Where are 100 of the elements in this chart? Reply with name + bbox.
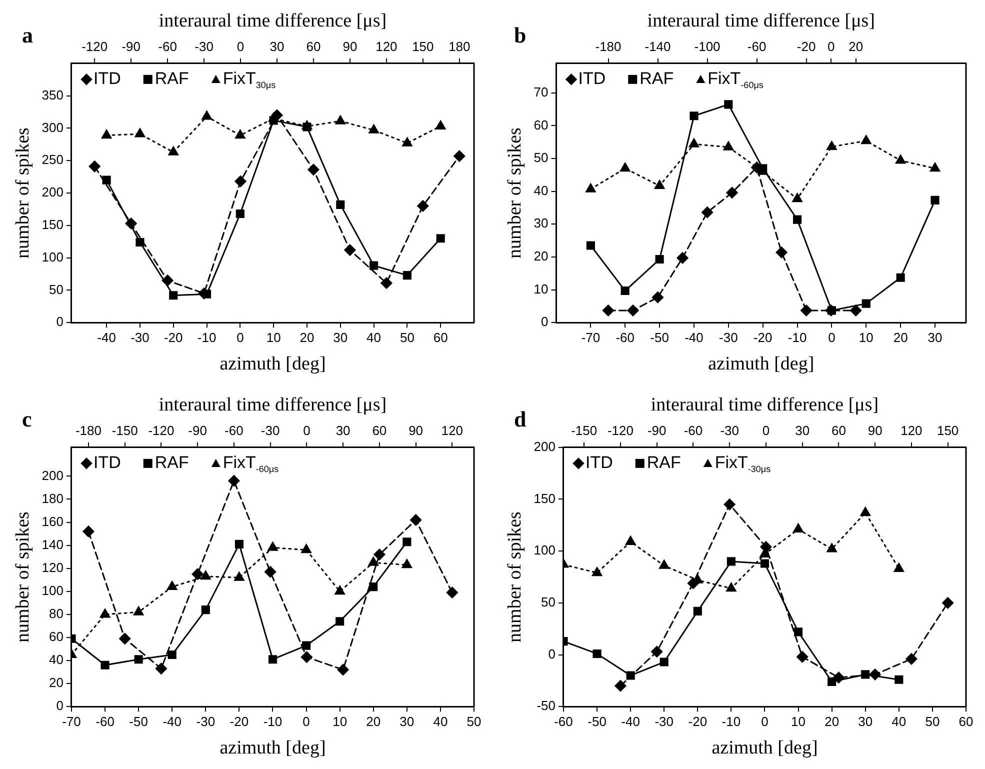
y-tick-label: 100 — [534, 542, 556, 558]
y-tick-label: 150 — [42, 216, 64, 232]
x2-tick-label: 0 — [762, 423, 770, 438]
point — [402, 538, 412, 546]
chart-title: c — [22, 406, 32, 432]
x-tick-label: 10 — [332, 714, 348, 729]
point — [368, 556, 378, 566]
x-tick-label: 20 — [366, 714, 381, 729]
y-tick-label: 250 — [42, 152, 64, 168]
x2-tick-label: 120 — [441, 423, 464, 438]
x-tick-label: 50 — [400, 330, 414, 345]
x-tick-label: -60 — [96, 714, 114, 729]
point — [862, 299, 870, 308]
point — [826, 543, 837, 552]
x2-tick-label: 30 — [270, 39, 284, 54]
x-tick-label: 0 — [236, 330, 244, 345]
point — [861, 135, 872, 144]
x2-tick-label: -60 — [747, 39, 766, 54]
point — [134, 128, 146, 138]
x-tick-label: -40 — [162, 714, 182, 729]
x-tick-label: 60 — [433, 330, 448, 345]
y-tick-label: 350 — [42, 87, 64, 102]
x-tick-label: 40 — [892, 714, 906, 729]
y-tick-label: 60 — [49, 629, 64, 644]
point — [793, 215, 802, 224]
x2-tick-label: -180 — [595, 39, 622, 54]
point — [335, 115, 346, 124]
y-tick-label: 200 — [534, 438, 556, 454]
point — [592, 649, 602, 658]
y-tick-label: 0 — [548, 646, 556, 662]
x2-tick-label: -120 — [148, 423, 174, 438]
x-tick-label: 50 — [925, 714, 940, 729]
x2-tick-label: 0 — [827, 39, 835, 54]
point — [402, 271, 412, 280]
legend-label: RAF — [154, 69, 189, 88]
point — [586, 183, 596, 192]
y-tick-label: 50 — [49, 282, 64, 297]
x-tick-label: -20 — [753, 330, 772, 345]
x-tick-label: 10 — [791, 714, 806, 729]
x2-tick-label: 180 — [448, 39, 470, 54]
y-tick-label: 100 — [42, 249, 64, 264]
y-tick-label: 120 — [42, 560, 64, 575]
y-tick-label: 40 — [49, 652, 64, 668]
point — [792, 193, 802, 202]
legend-label: RAF — [154, 453, 189, 472]
chart-title: a — [22, 22, 33, 48]
x2-tick-label: 60 — [372, 423, 387, 438]
y-tick-label: -50 — [536, 698, 556, 714]
point — [826, 140, 837, 150]
y-tick-label: 0 — [541, 314, 548, 330]
y-tick-label: 80 — [49, 606, 64, 622]
chart-title: d — [514, 406, 526, 432]
x-tick-label: 30 — [400, 714, 414, 729]
x2-tick-label: 60 — [306, 39, 321, 54]
point — [930, 162, 940, 172]
x-tick-label: -40 — [621, 714, 640, 729]
x-tick-label: -30 — [719, 330, 738, 345]
x-tick-label: 30 — [928, 330, 942, 345]
y-tick-label: 60 — [534, 117, 548, 132]
y-tick-label: 200 — [42, 468, 64, 483]
x2-axis-title: interaural time difference [μs] — [650, 394, 879, 416]
point — [268, 542, 278, 551]
x2-tick-label: 150 — [412, 39, 434, 54]
point — [268, 655, 278, 664]
point — [235, 130, 246, 139]
point — [101, 130, 112, 139]
point — [302, 641, 311, 650]
point — [336, 200, 345, 209]
x2-tick-label: -60 — [158, 39, 177, 54]
point — [201, 606, 210, 614]
x2-axis-title: interaural time difference [μs] — [647, 10, 875, 32]
y-tick-label: 40 — [534, 182, 548, 198]
x-tick-label: -30 — [130, 330, 150, 345]
x-tick-label: 0 — [302, 714, 310, 729]
point — [402, 559, 412, 568]
x2-tick-label: -60 — [224, 423, 244, 438]
legend-label: ITD — [578, 69, 606, 88]
x-tick-label: 20 — [824, 714, 840, 729]
y-tick-label: 200 — [42, 184, 64, 200]
x-tick-label: -20 — [164, 330, 183, 345]
x-tick-label: 40 — [433, 714, 448, 729]
x2-tick-label: -140 — [644, 39, 671, 54]
x-tick-label: 50 — [466, 714, 482, 729]
y-tick-label: 20 — [49, 675, 64, 690]
x2-tick-label: -100 — [694, 39, 720, 54]
point — [860, 506, 870, 516]
x-tick-label: -70 — [62, 714, 81, 729]
x2-tick-label: 30 — [795, 423, 810, 438]
point — [760, 559, 770, 568]
point — [930, 196, 940, 205]
x-tick-label: -40 — [684, 330, 704, 345]
x2-tick-label: -30 — [260, 423, 280, 438]
point — [402, 137, 412, 146]
point — [168, 650, 176, 660]
x-tick-label: 10 — [858, 330, 874, 345]
point — [688, 138, 700, 148]
x-tick-label: -10 — [722, 714, 741, 729]
point — [625, 536, 636, 545]
x2-tick-label: -90 — [122, 39, 140, 54]
x2-tick-label: 20 — [848, 39, 864, 54]
